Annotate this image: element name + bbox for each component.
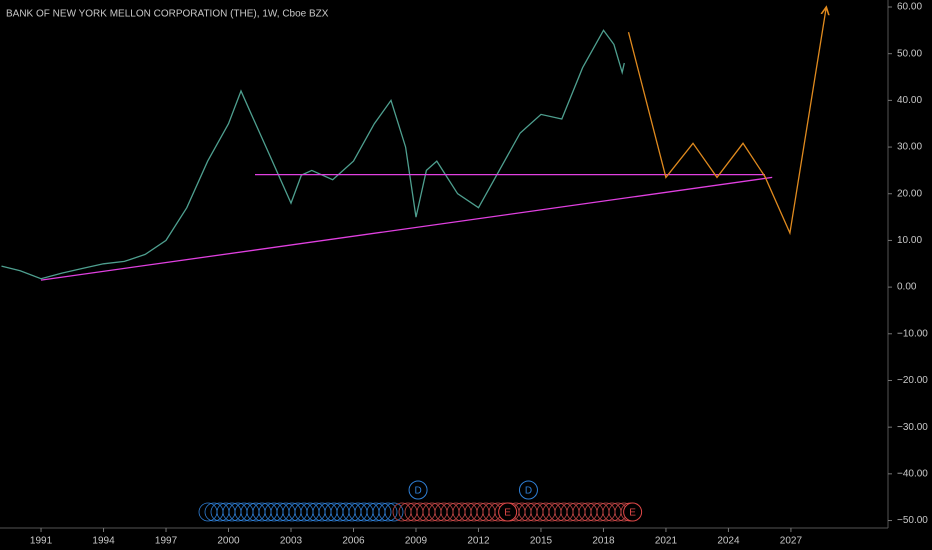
event-label: E [504, 508, 511, 519]
y-tick-label: −50.00 [897, 515, 928, 526]
x-tick-label: 2003 [280, 536, 303, 547]
x-tick-label: 2024 [717, 536, 740, 547]
y-tick-label: 0.00 [897, 282, 917, 293]
drawing-line [40, 176, 773, 281]
chart-title: BANK OF NEW YORK MELLON CORPORATION (THE… [6, 9, 329, 20]
x-tick-label: 1997 [155, 536, 178, 547]
x-tick-label: 2006 [342, 536, 365, 547]
x-tick-label: 2015 [530, 536, 553, 547]
event-bubble [372, 502, 392, 522]
event-label: E [629, 508, 636, 519]
y-tick-label: 40.00 [897, 95, 922, 106]
y-tick-label: 20.00 [897, 188, 922, 199]
y-tick-label: 50.00 [897, 48, 922, 59]
event-marker [518, 480, 538, 500]
event-marker [408, 480, 428, 500]
event-label: D [414, 486, 421, 497]
price-line [1, 29, 625, 280]
y-tick-label: 30.00 [897, 142, 922, 153]
y-tick-label: −40.00 [897, 468, 928, 479]
x-tick-label: 2027 [780, 536, 803, 547]
y-tick-label: −20.00 [897, 375, 928, 386]
x-tick-label: 2000 [217, 536, 240, 547]
event-marker [623, 502, 643, 522]
x-tick-label: 2012 [467, 536, 490, 547]
event-marker [498, 502, 518, 522]
event-bubble [378, 502, 398, 522]
y-tick-label: −30.00 [897, 422, 928, 433]
x-tick-label: 1991 [30, 536, 53, 547]
y-tick-label: −10.00 [897, 328, 928, 339]
event-label: D [525, 486, 532, 497]
drawing-line [627, 7, 827, 236]
x-tick-label: 2021 [655, 536, 678, 547]
y-tick-label: 60.00 [897, 2, 922, 13]
event-bubble [384, 502, 404, 522]
x-tick-label: 1994 [92, 536, 115, 547]
y-tick-label: 10.00 [897, 235, 922, 246]
x-tick-label: 2018 [592, 536, 615, 547]
x-tick-label: 2009 [405, 536, 428, 547]
